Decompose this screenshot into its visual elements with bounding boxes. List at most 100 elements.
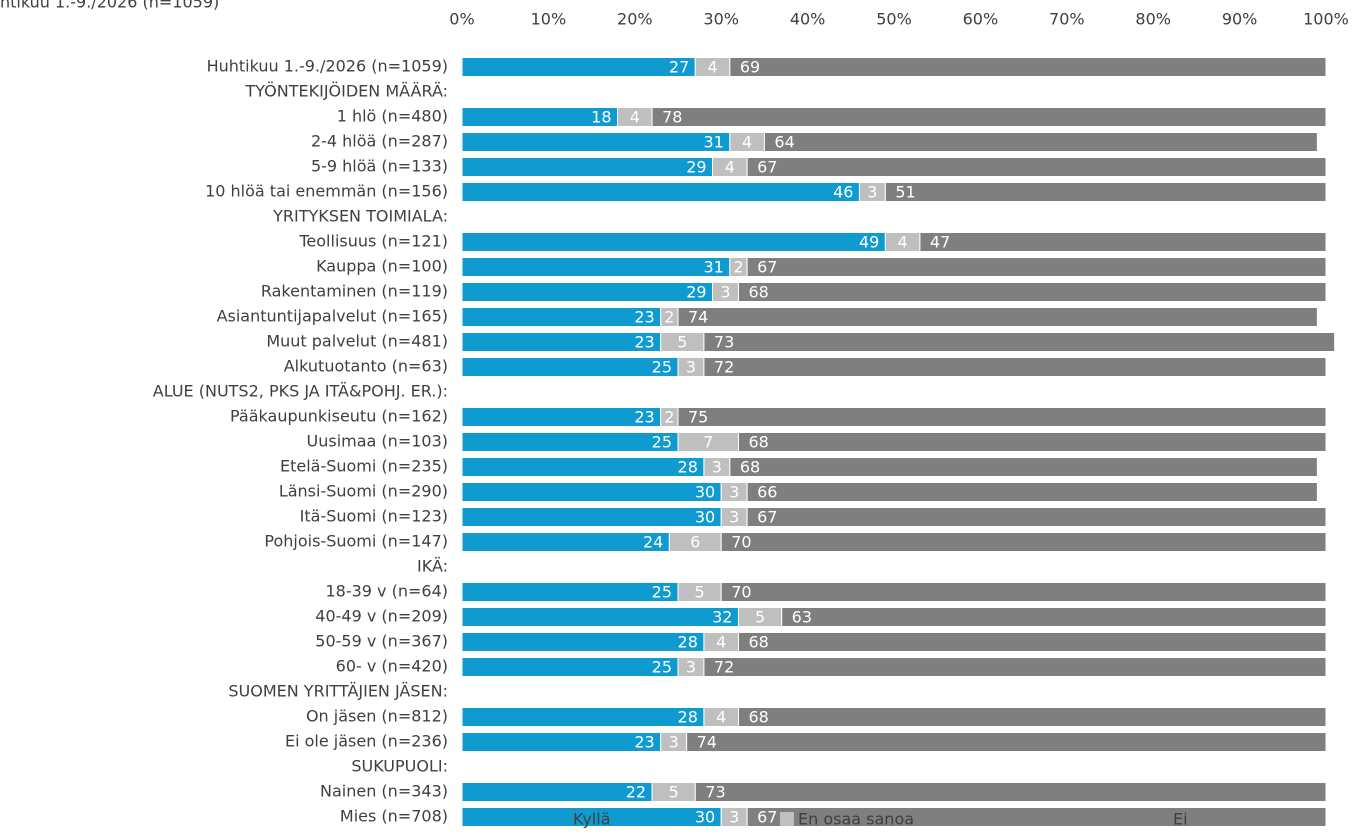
bar-segment: [737, 432, 1327, 452]
data-label: 3: [729, 508, 739, 527]
category-label: Pohjois-Suomi (n=147): [264, 532, 448, 551]
data-label: 25: [652, 658, 672, 677]
bar-segment: [746, 482, 1318, 502]
bar-segment: [677, 407, 1327, 427]
data-label: 23: [634, 408, 654, 427]
data-label: 67: [757, 258, 777, 277]
x-tick-label: 50%: [876, 10, 912, 29]
data-label: 4: [707, 58, 717, 77]
category-label: Uusimaa (n=103): [307, 432, 448, 451]
data-label: 23: [634, 333, 654, 352]
bar-segment: [746, 257, 1327, 277]
bar-segment: [461, 782, 653, 802]
bar-segment: [461, 357, 679, 377]
category-label: On jäsen (n=812): [306, 707, 448, 726]
bar-segment: [703, 357, 1327, 377]
bar-segment: [720, 532, 1327, 552]
data-label: 31: [703, 258, 723, 277]
bar-segment: [461, 582, 679, 602]
category-label: Länsi-Suomi (n=290): [279, 482, 448, 501]
data-label: 75: [688, 408, 708, 427]
category-label: SUKUPUOLI:: [351, 757, 448, 776]
bar-segment: [737, 707, 1327, 727]
data-label: 74: [697, 733, 717, 752]
data-label: 72: [714, 358, 734, 377]
x-tick-label: 80%: [1135, 10, 1171, 29]
x-tick-label: 100%: [1303, 10, 1349, 29]
data-label: 72: [714, 658, 734, 677]
bar-segment: [737, 282, 1327, 302]
bar-segment: [746, 807, 1327, 827]
category-label: 5-9 hlöä (n=133): [311, 157, 448, 176]
data-label: 70: [731, 533, 751, 552]
data-label: 64: [774, 133, 794, 152]
x-tick-label: 10%: [531, 10, 567, 29]
data-label: 28: [678, 458, 698, 477]
bar-segment: [461, 157, 714, 177]
bar-segment: [677, 307, 1318, 327]
x-tick-label: 30%: [703, 10, 739, 29]
bar-segment: [729, 457, 1318, 477]
bar-segment: [461, 407, 662, 427]
data-label: 68: [748, 633, 768, 652]
category-label: 1 hlö (n=480): [337, 107, 448, 126]
data-label: 5: [695, 583, 705, 602]
category-label: Muut palvelut (n=481): [266, 332, 448, 351]
legend-swatch: [555, 812, 569, 826]
data-label: 3: [712, 458, 722, 477]
bar-segment: [461, 307, 662, 327]
bar-segment: [461, 282, 714, 302]
data-label: 47: [930, 233, 950, 252]
bar-segment: [461, 132, 731, 152]
bar-segment: [746, 507, 1327, 527]
data-label: 3: [669, 733, 679, 752]
bar-segment: [729, 57, 1327, 77]
data-label: 30: [695, 483, 715, 502]
category-label: 40-49 v (n=209): [315, 607, 448, 626]
category-label: Huhtikuu 1.-9./2026 (n=1059): [207, 57, 448, 76]
data-label: 3: [686, 358, 696, 377]
data-label: 29: [686, 283, 706, 302]
data-label: 78: [662, 108, 682, 127]
data-label: 5: [755, 608, 765, 627]
category-label: ALUE (NUTS2, PKS JA ITÄ&POHJ. ER.):: [153, 382, 448, 401]
data-label: 27: [669, 58, 689, 77]
category-label: Teollisuus (n=121): [298, 232, 448, 251]
category-label: Etelä-Suomi (n=235): [280, 457, 448, 476]
bar-segment: [720, 582, 1327, 602]
category-label: 18-39 v (n=64): [325, 582, 448, 601]
bar-segment: [461, 507, 722, 527]
category-label: Rakentaminen (n=119): [261, 282, 448, 301]
bar-segment: [461, 232, 886, 252]
category-label: YRITYKSEN TOIMIALA:: [272, 207, 448, 226]
data-label: 3: [720, 283, 730, 302]
bar-segment: [461, 57, 696, 77]
bar-segment: [884, 182, 1327, 202]
data-label: 73: [714, 333, 734, 352]
data-label: 25: [652, 358, 672, 377]
data-label: 28: [678, 633, 698, 652]
bar-segment: [919, 232, 1327, 252]
data-label: 46: [833, 183, 853, 202]
data-label: 49: [859, 233, 879, 252]
bar-segment: [763, 132, 1318, 152]
data-label: 31: [703, 133, 723, 152]
data-label: 24: [643, 533, 663, 552]
data-label: 4: [725, 158, 735, 177]
bar-segment: [461, 257, 731, 277]
data-label: 30: [695, 508, 715, 527]
legend-label: En osaa sanoa: [798, 810, 914, 829]
bar-segment: [694, 782, 1327, 802]
legend-swatch: [780, 812, 794, 826]
category-label: Kauppa (n=100): [316, 257, 448, 276]
data-label: 25: [652, 583, 672, 602]
data-label: 22: [626, 783, 646, 802]
bar-segment: [461, 332, 662, 352]
data-label: 68: [740, 458, 760, 477]
category-label: 2-4 hlöä (n=287): [311, 132, 448, 151]
bar-segment: [703, 657, 1327, 677]
data-label: 18: [591, 108, 611, 127]
x-tick-label: 20%: [617, 10, 653, 29]
category-label: Ei ole jäsen (n=236): [285, 732, 448, 751]
